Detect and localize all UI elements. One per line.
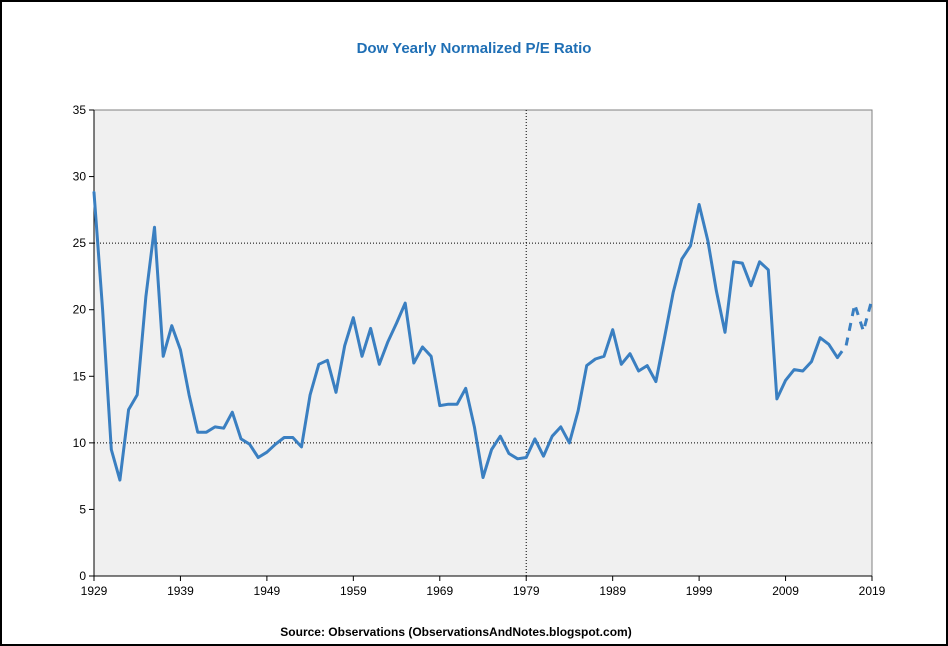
y-tick-label-35: 35 [73, 103, 87, 117]
y-tick-label-5: 5 [79, 502, 86, 516]
x-tick-label-1939: 1939 [167, 584, 194, 598]
y-tick-label-15: 15 [73, 369, 87, 383]
y-tick-label-20: 20 [73, 303, 87, 317]
plot-area [93, 109, 873, 577]
chart-title: Dow Yearly Normalized P/E Ratio [356, 40, 592, 57]
x-tick-label-1999: 1999 [686, 584, 713, 598]
y-tick-label-25: 25 [73, 236, 87, 250]
source-note: Source: Observations (ObservationsAndNot… [280, 625, 632, 639]
x-tick-label-1979: 1979 [513, 584, 540, 598]
x-tick-label-1989: 1989 [599, 584, 626, 598]
x-tick-label-2009: 2009 [772, 584, 799, 598]
y-tick-label-30: 30 [73, 170, 87, 184]
series-line-solid [92, 191, 839, 482]
x-tick-label-1969: 1969 [426, 584, 453, 598]
series-line-dashed [836, 298, 874, 359]
x-tick-label-2019: 2019 [859, 584, 886, 598]
x-tick-label-1949: 1949 [254, 584, 281, 598]
x-tick-label-1959: 1959 [340, 584, 367, 598]
x-tick-label-1929: 1929 [81, 584, 108, 598]
y-tick-label-10: 10 [73, 436, 87, 450]
y-tick-label-0: 0 [79, 569, 86, 583]
